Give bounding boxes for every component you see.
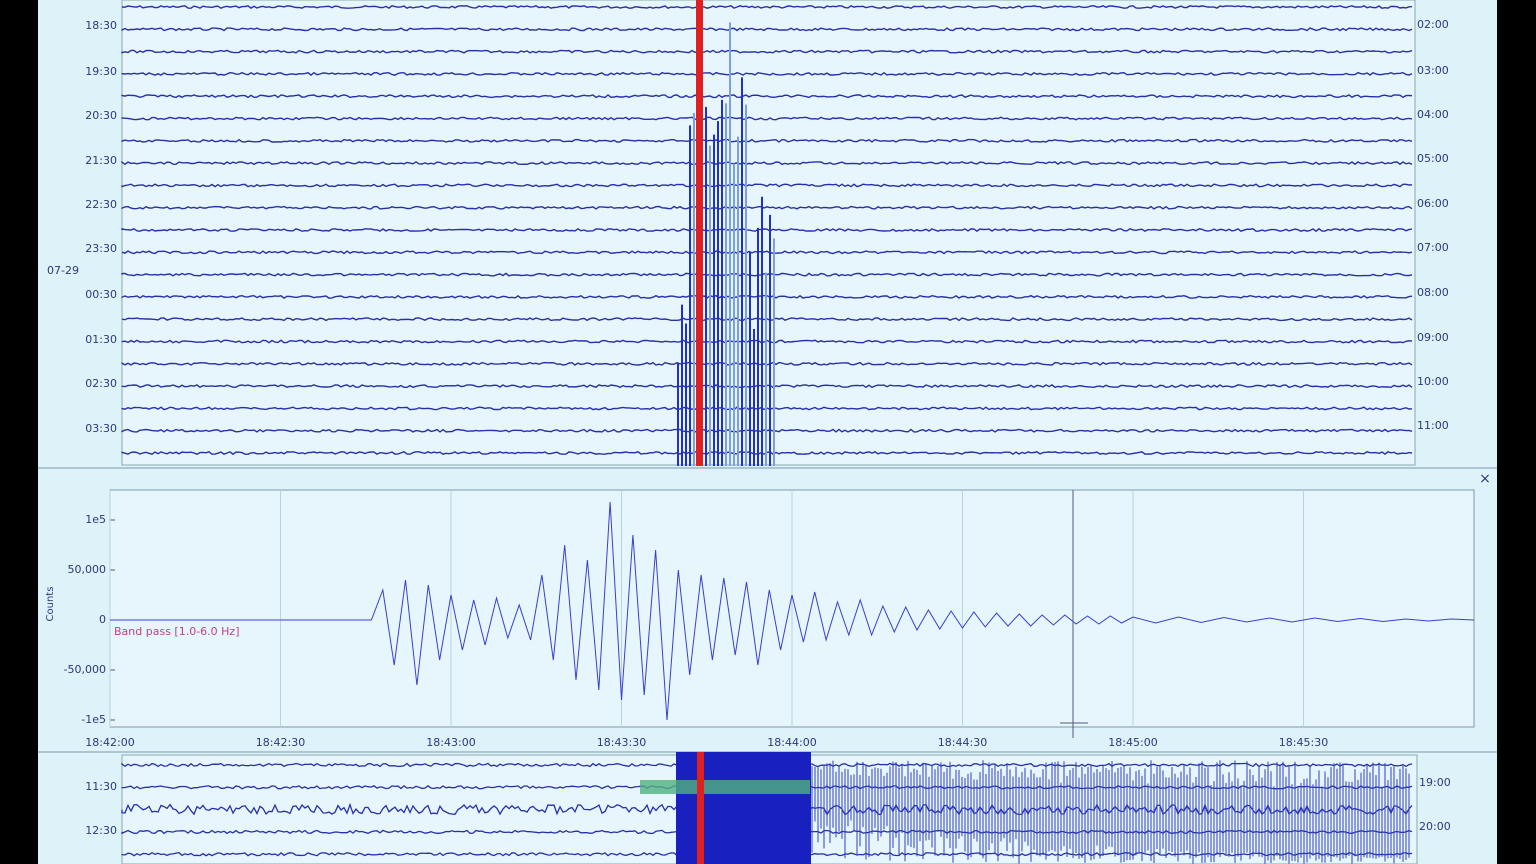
close-button[interactable]: × (1479, 471, 1491, 487)
trace (121, 116, 1413, 121)
annotation: Band pass [1.0-6.0 Hz] (114, 625, 240, 638)
trace (121, 205, 1413, 210)
time-label: 03:00 (1417, 64, 1449, 77)
time-label: 01:30 (85, 333, 117, 346)
y-tick-label: 50,000 (68, 563, 107, 576)
time-label: 08:00 (1417, 286, 1449, 299)
date-label: 07-29 (47, 264, 79, 277)
time-label: 06:00 (1417, 197, 1449, 210)
time-label: 18:30 (85, 19, 117, 32)
time-label: 02:30 (85, 377, 117, 390)
y-tick-label: 1e5 (85, 513, 106, 526)
trace (121, 138, 1413, 143)
trace (121, 49, 1413, 54)
time-label: 04:00 (1417, 108, 1449, 121)
time-label: 09:00 (1417, 331, 1449, 344)
time-label: 03:30 (85, 422, 117, 435)
x-tick-label: 18:45:00 (1108, 736, 1157, 749)
time-label: 20:30 (85, 109, 117, 122)
time-label: 19:30 (85, 65, 117, 78)
trace-band (640, 780, 810, 794)
time-label: 07:00 (1417, 241, 1449, 254)
trace (121, 5, 1413, 10)
x-tick-label: 18:44:30 (938, 736, 987, 749)
trace (121, 94, 1413, 99)
trace (121, 227, 1413, 233)
time-label: 11:00 (1417, 419, 1449, 432)
time-label: 10:00 (1417, 375, 1449, 388)
time-label: 22:30 (85, 198, 117, 211)
x-tick-label: 18:43:00 (426, 736, 475, 749)
trace (121, 160, 1413, 166)
helicorder-traces (121, 0, 1413, 864)
time-label: 02:00 (1417, 18, 1449, 31)
x-tick-label: 18:45:30 (1279, 736, 1328, 749)
time-label: 12:30 (85, 824, 117, 837)
trace (121, 71, 1413, 76)
y-axis-label: Counts (45, 587, 56, 622)
x-tick-label: 18:43:30 (597, 736, 646, 749)
x-tick-label: 18:44:00 (767, 736, 816, 749)
time-label: 05:00 (1417, 152, 1449, 165)
trace-highlight (696, 0, 703, 466)
time-label: 23:30 (85, 242, 117, 255)
helicorder-top-panel (121, 0, 1416, 466)
y-tick-label: 0 (99, 613, 106, 626)
trace (121, 250, 1413, 255)
y-tick-label: -50,000 (64, 663, 106, 676)
trace (121, 183, 1413, 188)
trace (121, 27, 1413, 32)
x-tick-label: 18:42:00 (85, 736, 134, 749)
time-label: 00:30 (85, 288, 117, 301)
trace-highlight (697, 752, 704, 864)
trace-block (676, 752, 811, 864)
x-tick-label: 18:42:30 (256, 736, 305, 749)
time-label: 20:00 (1419, 820, 1451, 833)
y-tick-label: -1e5 (81, 713, 106, 726)
waveform (110, 501, 1475, 721)
time-label: 19:00 (1419, 776, 1451, 789)
time-label: 21:30 (85, 154, 117, 167)
time-label: 11:30 (85, 780, 117, 793)
